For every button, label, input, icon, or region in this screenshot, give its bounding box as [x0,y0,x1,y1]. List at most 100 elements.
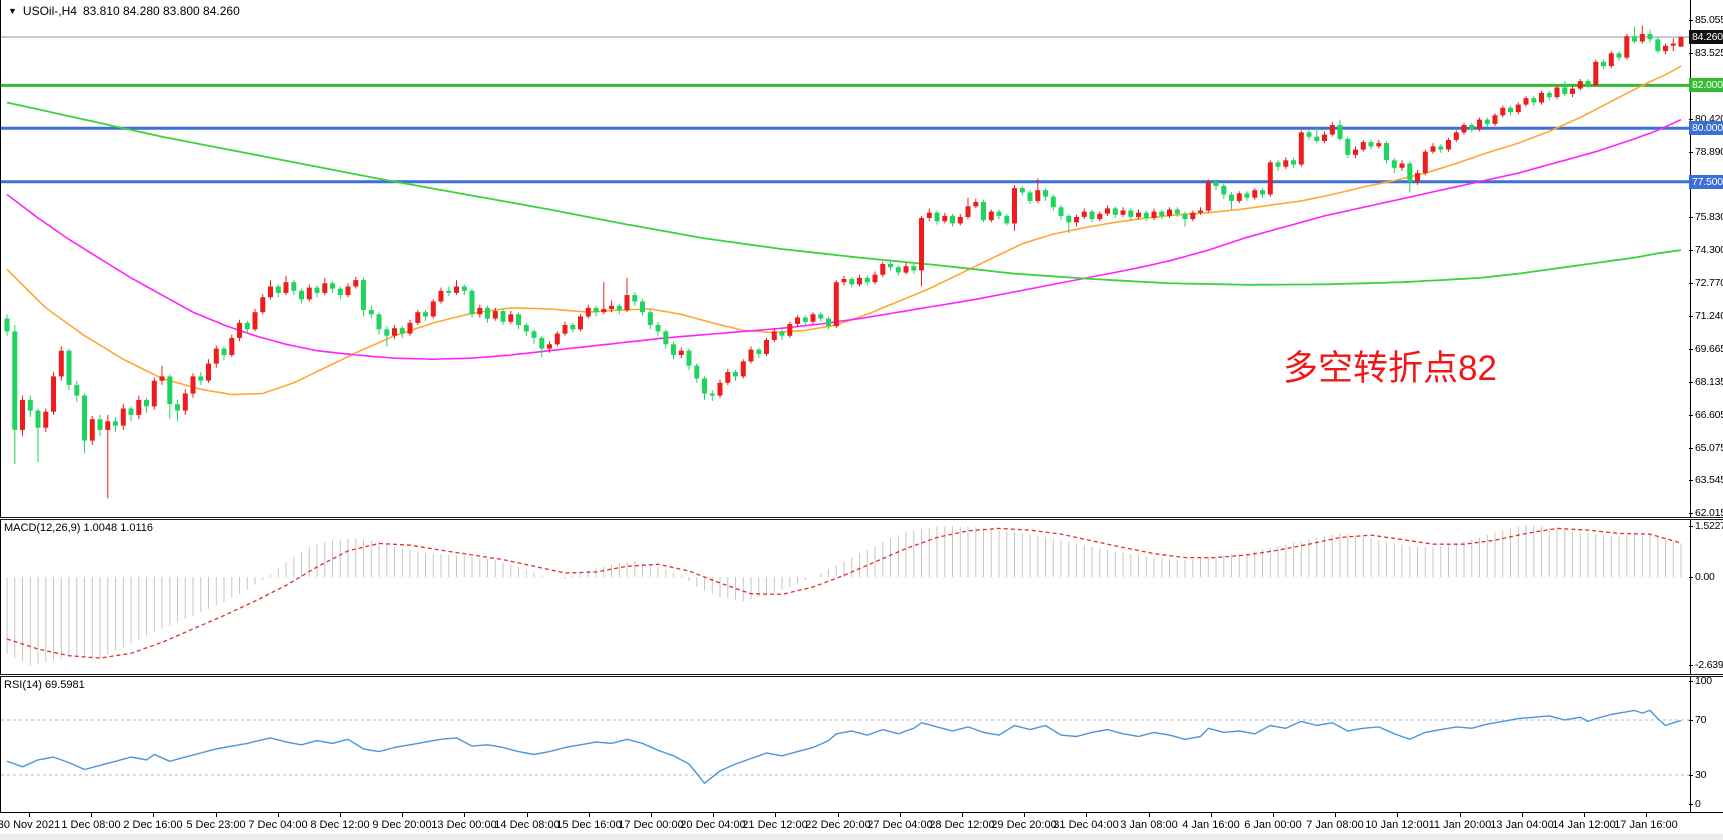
macd-panel: 1.5227 0.00 -2.6392 MACD(12,26,9) 1.0048 1… [0,520,1723,674]
time-tick-label: 6 Jan 00:00 [1244,819,1302,831]
time-tick [713,813,714,817]
rsi-label: RSI(14) 69.5981 [4,679,85,691]
price-tick-label: 62.015 [1695,507,1723,519]
time-tick [900,813,901,817]
time-tick-label: 13 Dec 00:00 [431,819,497,831]
panel-divider[interactable] [0,674,1723,677]
price-tick [1689,283,1693,284]
rsi-tick-label: 70 [1695,714,1707,726]
price-tick-label: 75.830 [1695,211,1723,223]
macd-tick-label: 1.5227 [1695,520,1723,532]
time-tick-label: 22 Dec 20:00 [805,819,871,831]
time-tick-label: 28 Dec 12:00 [929,819,995,831]
time-tick-label: 21 Dec 12:00 [742,819,808,831]
time-tick-label: 11 Jan 20:00 [1428,819,1492,831]
time-tick [29,813,30,817]
price-tick-label: 83.525 [1695,47,1723,59]
time-tick-label: 2 Dec 16:00 [123,819,183,831]
time-tick-label: 4 Jan 16:00 [1182,819,1240,831]
price-badge: 77.500 [1689,175,1723,189]
time-tick [1335,813,1336,817]
time-tick-label: 7 Jan 08:00 [1306,819,1364,831]
time-tick-label: 8 Dec 12:00 [310,819,370,831]
time-tick-label: 17 Dec 00:00 [618,819,684,831]
time-tick-label: 31 Dec 04:00 [1053,819,1119,831]
time-tick [1646,813,1647,817]
price-tick-label: 78.890 [1695,146,1723,158]
time-tick-label: 10 Jan 12:00 [1365,819,1429,831]
chart-title: ▼ USOil-,H4 83.810 84.280 83.800 84.260 [8,4,240,18]
time-tick-label: 14 Jan 12:00 [1552,819,1616,831]
symbol-dropdown-icon[interactable]: ▼ [8,6,17,16]
rsi-tick-label: 30 [1695,769,1707,781]
price-axis[interactable]: 85.055 83.525 80.420 78.890 75.830 74.300 72.7… [1689,0,1723,519]
time-tick [1273,813,1274,817]
rsi-tick [1689,720,1693,721]
symbol-timeframe-label: USOil-,H4 [22,4,77,18]
price-tick [1689,480,1693,481]
time-tick [1086,813,1087,817]
time-tick-label: 7 Dec 04:00 [248,819,308,831]
price-tick-label: 66.605 [1695,409,1723,421]
time-axis[interactable]: 30 Nov 2021 1 Dec 08:00 2 Dec 16:00 5 Dec 2… [0,812,1723,840]
time-tick [1522,813,1523,817]
time-tick [1584,813,1585,817]
time-tick [589,813,590,817]
price-tick-label: 74.300 [1695,244,1723,256]
panel-divider[interactable] [0,517,1723,520]
macd-tick [1689,526,1693,527]
time-tick [1460,813,1461,817]
macd-tick-label: -2.6392 [1695,659,1723,671]
price-tick [1689,152,1693,153]
time-tick [775,813,776,817]
macd-tick-label: 0.00 [1695,571,1715,583]
price-tick [1689,415,1693,416]
price-chart-canvas[interactable] [0,0,1691,517]
price-tick [1689,119,1693,120]
price-tick-label: 72.770 [1695,277,1723,289]
price-tick-label: 71.240 [1695,310,1723,322]
macd-label: MACD(12,26,9) 1.0048 1.0116 [4,522,154,534]
price-tick-label: 68.135 [1695,376,1723,388]
rsi-tick [1689,681,1693,682]
time-tick-label: 17 Jan 16:00 [1614,819,1678,831]
time-tick-label: 5 Dec 23:00 [186,819,246,831]
ohlc-readout: 83.810 84.280 83.800 84.260 [82,4,240,18]
time-tick-label: 27 Dec 04:00 [867,819,933,831]
price-tick [1689,382,1693,383]
price-tick-label: 69.665 [1695,343,1723,355]
time-tick-label: 30 Nov 2021 [0,819,61,831]
price-tick [1689,250,1693,251]
price-tick-label: 65.075 [1695,442,1723,454]
macd-axis[interactable]: 1.5227 0.00 -2.6392 [1689,520,1723,674]
time-tick [153,813,154,817]
time-tick [464,813,465,817]
time-tick-label: 9 Dec 20:00 [372,819,432,831]
price-tick [1689,316,1693,317]
time-tick-label: 20 Dec 04:00 [680,819,746,831]
price-tick [1689,217,1693,218]
price-badge: 82.000 [1689,78,1723,92]
rsi-tick-label: 100 [1695,675,1712,687]
annotation-text: 多空转折点82 [1283,349,1497,388]
price-tick [1689,349,1693,350]
time-tick [91,813,92,817]
time-tick [340,813,341,817]
rsi-tick [1689,804,1693,805]
time-tick [1211,813,1212,817]
time-tick-label: 14 Dec 08:00 [494,819,560,831]
time-tick [838,813,839,817]
price-tick [1689,53,1693,54]
time-tick [402,813,403,817]
time-tick [962,813,963,817]
time-tick [1024,813,1025,817]
price-tick [1689,20,1693,21]
rsi-canvas[interactable] [0,677,1691,812]
macd-canvas[interactable] [0,520,1691,674]
time-tick-label: 3 Jan 08:00 [1120,819,1178,831]
time-tick [278,813,279,817]
rsi-axis[interactable]: 100 70 30 0 [1689,675,1723,812]
rsi-tick-label: 0 [1695,798,1701,810]
time-tick [1397,813,1398,817]
